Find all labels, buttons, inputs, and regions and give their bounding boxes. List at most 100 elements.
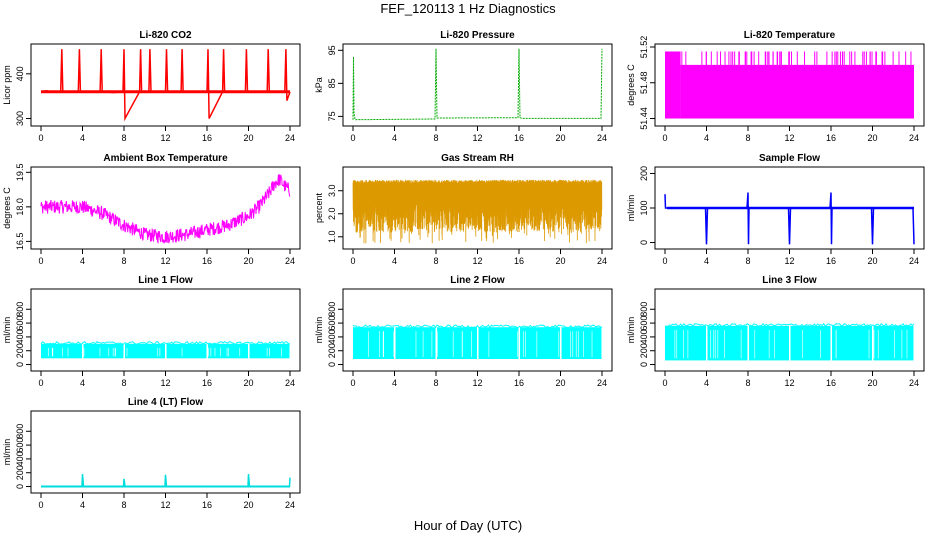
x-tick-label: 24 [597,133,607,143]
x-tick-label: 0 [350,256,355,266]
series-band [395,327,436,360]
y-tick-label: 400 [327,329,337,344]
panel-5: Sample Flow 0 4 8 12 16 20 24 0 100 200 ml/min [626,153,925,266]
series-band [520,327,560,360]
x-tick-label: 0 [38,256,43,266]
x-tick-label: 16 [202,133,212,143]
y-tick-label: 800 [639,302,649,317]
y-axis-label: degrees C [626,64,636,106]
x-tick-label: 8 [433,133,438,143]
panel-title: Li-820 Temperature [744,30,836,41]
x-tick-label: 0 [38,133,43,143]
x-tick-label: 0 [662,378,667,388]
y-tick-label: 300 [15,111,25,126]
x-tick-label: 12 [160,256,170,266]
panel-title: Gas Stream RH [441,153,514,164]
x-tick-label: 24 [597,378,607,388]
y-tick-label: 400 [15,329,25,344]
plot-frame [30,288,301,372]
figure-title: FEF_120113 1 Hz Diagnostics [380,1,556,16]
x-tick-label: 16 [202,500,212,510]
y-tick-label: 200 [327,343,337,358]
x-tick-label: 12 [472,256,482,266]
x-tick-label: 4 [392,256,397,266]
x-tick-label: 20 [555,133,565,143]
y-axis-label: ml/min [314,317,324,344]
series-band [561,327,602,360]
y-tick-label: 600 [327,316,337,331]
series-band [437,327,477,360]
y-axis-label: kPa [314,77,324,93]
x-tick-label: 24 [285,378,295,388]
y-tick-label: 200 [639,343,649,358]
panel-title: Line 3 Flow [762,275,817,286]
x-tick-label: 4 [392,378,397,388]
series-line [352,179,603,244]
series-band [208,343,248,359]
y-tick-label: 19.5 [15,164,25,182]
x-tick-label: 0 [38,378,43,388]
y-axis-label: degrees C [2,187,12,229]
x-tick-label: 20 [243,133,253,143]
y-axis-label: Licor ppm [2,65,12,105]
y-tick-label: 800 [15,302,25,317]
panel-6: Line 1 Flow 0 4 8 12 16 20 24 0 200400600800ml/mi… [2,275,301,388]
y-tick-label: 200 [639,166,649,181]
x-tick-label: 4 [392,133,397,143]
x-tick-label: 16 [514,133,524,143]
panel-7: Line 2 Flow 0 4 8 12 16 20 24 0 200400600800ml/mi… [314,275,613,388]
y-tick-label: 0 [15,362,25,367]
x-tick-label: 4 [704,378,709,388]
series-band [353,327,394,360]
series-band [665,325,706,361]
y-tick-label: 0 [15,484,25,489]
x-tick-label: 0 [350,378,355,388]
x-tick-label: 4 [80,500,85,510]
series-line [40,174,291,244]
y-axis-label: ml/min [2,439,12,466]
panel-title: Li-820 Pressure [440,30,515,41]
series-line [40,49,291,122]
x-tick-label: 4 [704,256,709,266]
series-line [664,192,915,245]
y-tick-label: 51.52 [639,36,649,59]
series-line [40,340,291,346]
panel-title: Li-820 CO2 [139,30,192,41]
x-tick-label: 16 [514,378,524,388]
panel-8: Line 3 Flow 0 4 8 12 16 20 24 0 200400600800ml/mi… [626,275,925,388]
x-tick-label: 8 [745,378,750,388]
x-tick-label: 24 [909,133,919,143]
series-band [125,343,165,359]
y-tick-label: 95 [327,45,337,55]
panel-title: Line 2 Flow [450,275,505,286]
series-band [790,325,831,361]
x-tick-label: 8 [433,378,438,388]
x-tick-label: 20 [243,378,253,388]
x-tick-label: 8 [121,133,126,143]
series-line [664,322,915,328]
y-tick-label: 51.48 [639,71,649,94]
x-tick-label: 16 [202,378,212,388]
x-tick-label: 16 [826,256,836,266]
series-band [83,343,124,359]
x-tick-label: 12 [160,133,170,143]
x-tick-label: 24 [909,378,919,388]
x-tick-label: 4 [80,133,85,143]
x-tick-label: 20 [867,133,877,143]
y-tick-label: 0 [639,240,649,245]
y-tick-label: 800 [327,302,337,317]
x-axis-title: Hour of Day (UTC) [413,518,523,533]
panel-title: Line 1 Flow [138,275,193,286]
x-tick-label: 0 [662,133,667,143]
panel-9: Line 4 (LT) Flow 0 4 8 12 16 20 24 0 200400600800… [2,397,301,510]
x-tick-label: 16 [202,256,212,266]
y-tick-label: 400 [15,66,25,81]
y-tick-label: 51.44 [639,107,649,130]
x-tick-label: 12 [784,133,794,143]
x-tick-label: 24 [285,133,295,143]
y-tick-label: 600 [15,438,25,453]
y-tick-label: 600 [15,316,25,331]
x-tick-label: 0 [38,500,43,510]
x-tick-label: 0 [350,133,355,143]
